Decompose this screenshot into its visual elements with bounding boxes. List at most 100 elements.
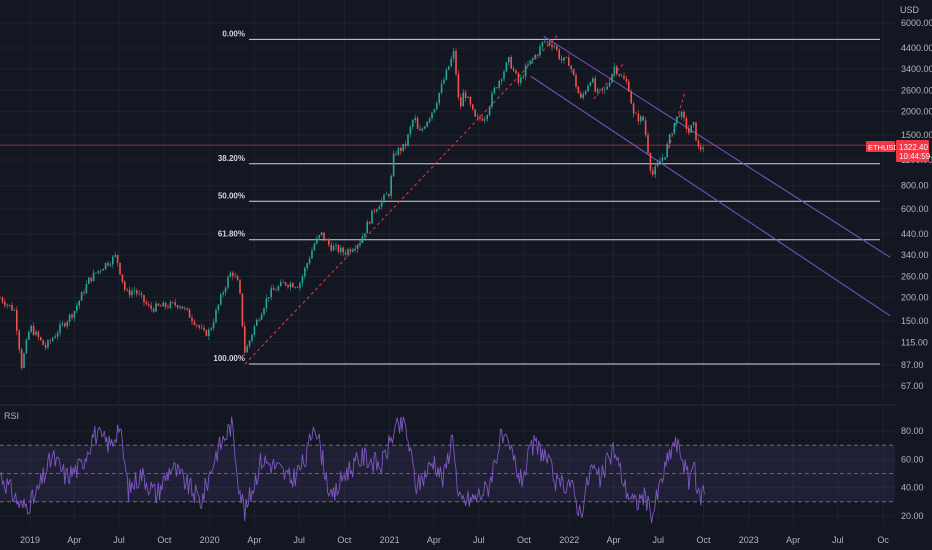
candle-body [640, 116, 642, 122]
candle-body [340, 247, 342, 253]
candle-body [208, 329, 210, 336]
candle-body [364, 233, 366, 237]
candle-body [416, 117, 419, 129]
time-tick-label: Jul [653, 535, 665, 545]
candle-body [635, 113, 637, 115]
candle-body [318, 235, 320, 239]
candle-body [472, 104, 474, 110]
time-tick-label: 2022 [559, 535, 579, 545]
price-tick-label: 67.00 [901, 381, 924, 391]
candle-body [80, 292, 83, 301]
candle-body [589, 82, 592, 86]
candle-body [431, 112, 433, 119]
price-badge-bg [896, 140, 929, 162]
candle-body [548, 41, 551, 45]
candle-body [248, 340, 251, 347]
candle-body [580, 93, 582, 98]
price-tick-label: 3400.00 [901, 64, 932, 74]
candle-body [11, 304, 13, 311]
candle-body [131, 291, 133, 296]
candle-body [476, 116, 479, 118]
price-tick-label: 2600.00 [901, 86, 932, 96]
candle-body [630, 91, 632, 104]
main-grid [0, 0, 895, 404]
candle-body [632, 103, 635, 114]
trendline[interactable] [593, 63, 624, 100]
candle-body [378, 206, 380, 210]
candle-body [196, 324, 198, 326]
time-tick-label: 2019 [20, 535, 40, 545]
time-tick-label: Jul [832, 535, 844, 545]
candle-body [623, 75, 625, 80]
time-tick-label: Jul [113, 535, 125, 545]
candle-body [402, 143, 404, 152]
candle-body [481, 118, 484, 121]
candle-body [83, 292, 85, 294]
candle-body [524, 65, 527, 77]
candle-body [683, 111, 685, 118]
candle-body [203, 327, 205, 331]
candle-body [560, 58, 563, 61]
candle-body [664, 157, 666, 158]
candle-body [61, 323, 64, 325]
last-price-badge[interactable]: ETHUSD 1322.40 10:44:59 [866, 140, 931, 162]
trendline[interactable] [543, 35, 891, 258]
fib-level-label: 38.20% [218, 154, 245, 163]
candle-body [344, 252, 347, 255]
rsi-tick-label: 20.00 [901, 511, 924, 521]
candle-body [47, 340, 49, 348]
candle-body [337, 245, 340, 253]
candle-body [500, 79, 503, 81]
candle-body [608, 82, 611, 87]
candle-body [68, 314, 71, 322]
candle-body [594, 78, 596, 92]
candle-body [109, 264, 112, 266]
candle-body [412, 120, 414, 127]
time-tick-label: Oct [697, 535, 712, 545]
candle-body [73, 311, 76, 318]
candle-body [654, 166, 656, 175]
candle-body [116, 254, 119, 263]
trendline[interactable] [530, 75, 891, 317]
candle-body [136, 290, 138, 294]
candle-body [138, 293, 140, 295]
candle-body [534, 54, 536, 59]
candle-body [222, 292, 224, 295]
rsi-axis: 80.00 60.00 40.00 20.00 [901, 426, 924, 521]
time-tick-label: Oc [877, 535, 889, 545]
candle-body [160, 305, 162, 307]
candle-body [18, 330, 20, 350]
candle-body [680, 111, 683, 117]
price-badge-countdown: 10:44:59 [899, 152, 931, 161]
candle-body [508, 56, 510, 63]
time-tick-label: 2020 [200, 535, 220, 545]
candle-body [606, 86, 608, 90]
candle-body [143, 294, 145, 303]
candle-body [599, 88, 601, 90]
candle-body [354, 248, 356, 250]
candle-body [102, 268, 104, 271]
price-tick-label: 440.00 [901, 229, 929, 239]
candle-body [515, 70, 517, 74]
candle-body [616, 66, 618, 75]
fib-level-label: 61.80% [218, 230, 245, 239]
candle-body [296, 287, 299, 288]
candle-body [152, 308, 155, 312]
candle-body [287, 285, 289, 288]
candle-body [150, 305, 152, 309]
candle-body [275, 290, 277, 291]
candle-body [673, 122, 676, 134]
candle-body [414, 117, 416, 121]
trendline[interactable] [244, 34, 559, 365]
candle-body [467, 96, 469, 99]
candle-body [193, 321, 196, 325]
candle-body [66, 321, 68, 327]
candle-body [491, 93, 493, 107]
candle-body [424, 126, 426, 129]
trendline[interactable] [664, 90, 686, 161]
candle-body [54, 336, 56, 338]
candle-body [563, 57, 565, 61]
candle-body [342, 247, 344, 253]
candle-body [628, 81, 630, 92]
time-axis: 2019 Apr Jul Oct 2020 Apr Jul Oct 2021 Apr Jul Oct 2… [20, 535, 889, 545]
